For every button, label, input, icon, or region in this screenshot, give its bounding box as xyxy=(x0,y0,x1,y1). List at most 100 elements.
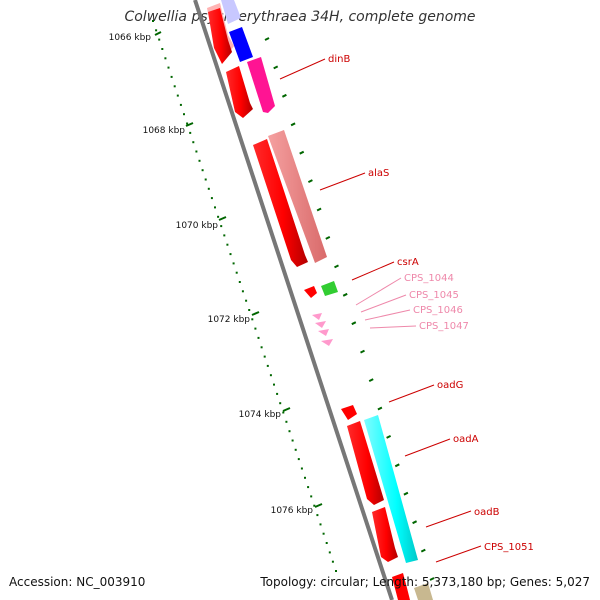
ruler-dot xyxy=(214,206,216,209)
cds-oadA xyxy=(347,421,384,505)
leader-csrA xyxy=(351,261,395,281)
ruler-dot xyxy=(235,271,238,274)
outer-tick xyxy=(290,122,296,127)
ruler-dot xyxy=(307,486,310,489)
outer-tick xyxy=(351,321,357,326)
leader-CPS_1047 xyxy=(369,325,417,329)
ruler-dot xyxy=(313,504,316,507)
label-oadA: oadA xyxy=(453,434,479,445)
ruler-dot xyxy=(223,234,226,237)
outer-tick xyxy=(368,378,374,382)
ruler-tick-1068 xyxy=(185,122,194,127)
label-dinB: dinB xyxy=(328,54,350,65)
ruler-label-1074: 1074 kbp xyxy=(239,410,282,420)
ruler-dot xyxy=(325,542,328,544)
ruler-dot xyxy=(322,532,325,535)
label-CPS_1045: CPS_1045 xyxy=(409,290,459,301)
label-oadG: oadG xyxy=(437,380,463,391)
ruler-dot xyxy=(266,364,269,367)
ruler-dot xyxy=(241,290,244,293)
ruler-dot xyxy=(186,122,189,125)
outer-tick xyxy=(377,406,383,411)
cds-track xyxy=(207,3,410,600)
outer-tick xyxy=(264,37,270,41)
cds-CPS_1051 xyxy=(392,573,410,600)
leader-oadB xyxy=(425,510,472,528)
ruler-dot xyxy=(257,336,260,339)
outer-ticks xyxy=(264,37,435,581)
label-CPS_1046: CPS_1046 xyxy=(413,305,463,316)
feature-pink-2 xyxy=(315,321,326,328)
ruler-label-1072: 1072 kbp xyxy=(208,315,251,325)
ruler-dot xyxy=(254,327,257,330)
gene-labels: dinB alaS csrA CPS_1044 CPS_1045 CPS_104… xyxy=(279,54,534,563)
outer-tick xyxy=(273,65,279,70)
cds-oadB xyxy=(372,507,398,562)
ruler-dot xyxy=(248,309,251,311)
ruler-dot xyxy=(297,458,300,461)
feature-pink-1 xyxy=(312,313,322,320)
outer-tick xyxy=(420,548,426,553)
ruler-dot xyxy=(251,318,254,321)
ruler-dot xyxy=(328,551,331,554)
leader-CPS_1045 xyxy=(360,294,407,313)
ruler-tick-1076 xyxy=(314,503,323,508)
genome-summary-text: Topology: circular; Length: 5,373,180 bp… xyxy=(260,575,590,589)
cds-alaS xyxy=(253,139,308,267)
ruler-tick-1070 xyxy=(218,216,227,221)
leader-oadA xyxy=(404,438,451,457)
ruler-dot xyxy=(176,94,179,97)
feature-track-2 xyxy=(221,0,433,600)
ruler-dot xyxy=(155,29,158,32)
label-CPS_1047: CPS_1047 xyxy=(419,321,469,332)
ruler-dot xyxy=(192,141,195,144)
ruler-dot xyxy=(204,178,207,181)
feature-tan xyxy=(414,583,433,600)
leader-alaS xyxy=(319,172,366,191)
ruler-dot xyxy=(282,411,285,414)
ruler-ticks xyxy=(154,31,323,508)
ruler-dot xyxy=(291,439,294,442)
leader-dinB xyxy=(279,58,326,80)
outer-tick xyxy=(394,463,400,468)
outer-tick xyxy=(316,207,322,212)
ruler-dot xyxy=(260,346,263,349)
outer-tick xyxy=(412,520,418,525)
leader-CPS_1046 xyxy=(364,309,411,321)
ruler-track xyxy=(152,20,337,572)
ruler-dot xyxy=(285,420,288,423)
ruler-label-1066: 1066 kbp xyxy=(109,33,152,43)
ruler-dot xyxy=(269,374,272,377)
leader-CPS_1044 xyxy=(355,277,402,306)
ruler-dot xyxy=(179,103,182,106)
outer-tick xyxy=(281,93,287,98)
ruler-dot xyxy=(245,299,248,302)
ruler-tick-1072 xyxy=(251,311,260,316)
ruler-dot xyxy=(158,38,161,41)
ruler-dot xyxy=(316,514,319,517)
feature-pink-4 xyxy=(321,339,333,346)
ruler-dot xyxy=(232,262,235,265)
ruler-dot xyxy=(226,243,229,246)
outer-tick xyxy=(342,292,348,297)
ruler-dot xyxy=(238,281,241,283)
ruler-dot xyxy=(294,448,297,451)
ruler-dot xyxy=(207,187,210,190)
ruler-dot xyxy=(217,215,220,218)
ruler-dot xyxy=(161,48,164,50)
ruler-dot xyxy=(167,66,170,69)
ruler-dot xyxy=(229,253,232,256)
ruler-dot xyxy=(220,225,223,228)
ruler-dot xyxy=(152,20,154,22)
leader-CPS_1051 xyxy=(435,545,482,563)
accession-text: Accession: NC_003910 xyxy=(9,575,146,589)
outer-tick xyxy=(307,179,313,183)
ruler-label-1076: 1076 kbp xyxy=(271,506,314,516)
label-alaS: alaS xyxy=(368,168,389,179)
feature-salmon xyxy=(268,130,327,263)
feature-green xyxy=(321,281,338,296)
leader-oadG xyxy=(388,384,435,403)
ruler-dot xyxy=(335,570,337,572)
